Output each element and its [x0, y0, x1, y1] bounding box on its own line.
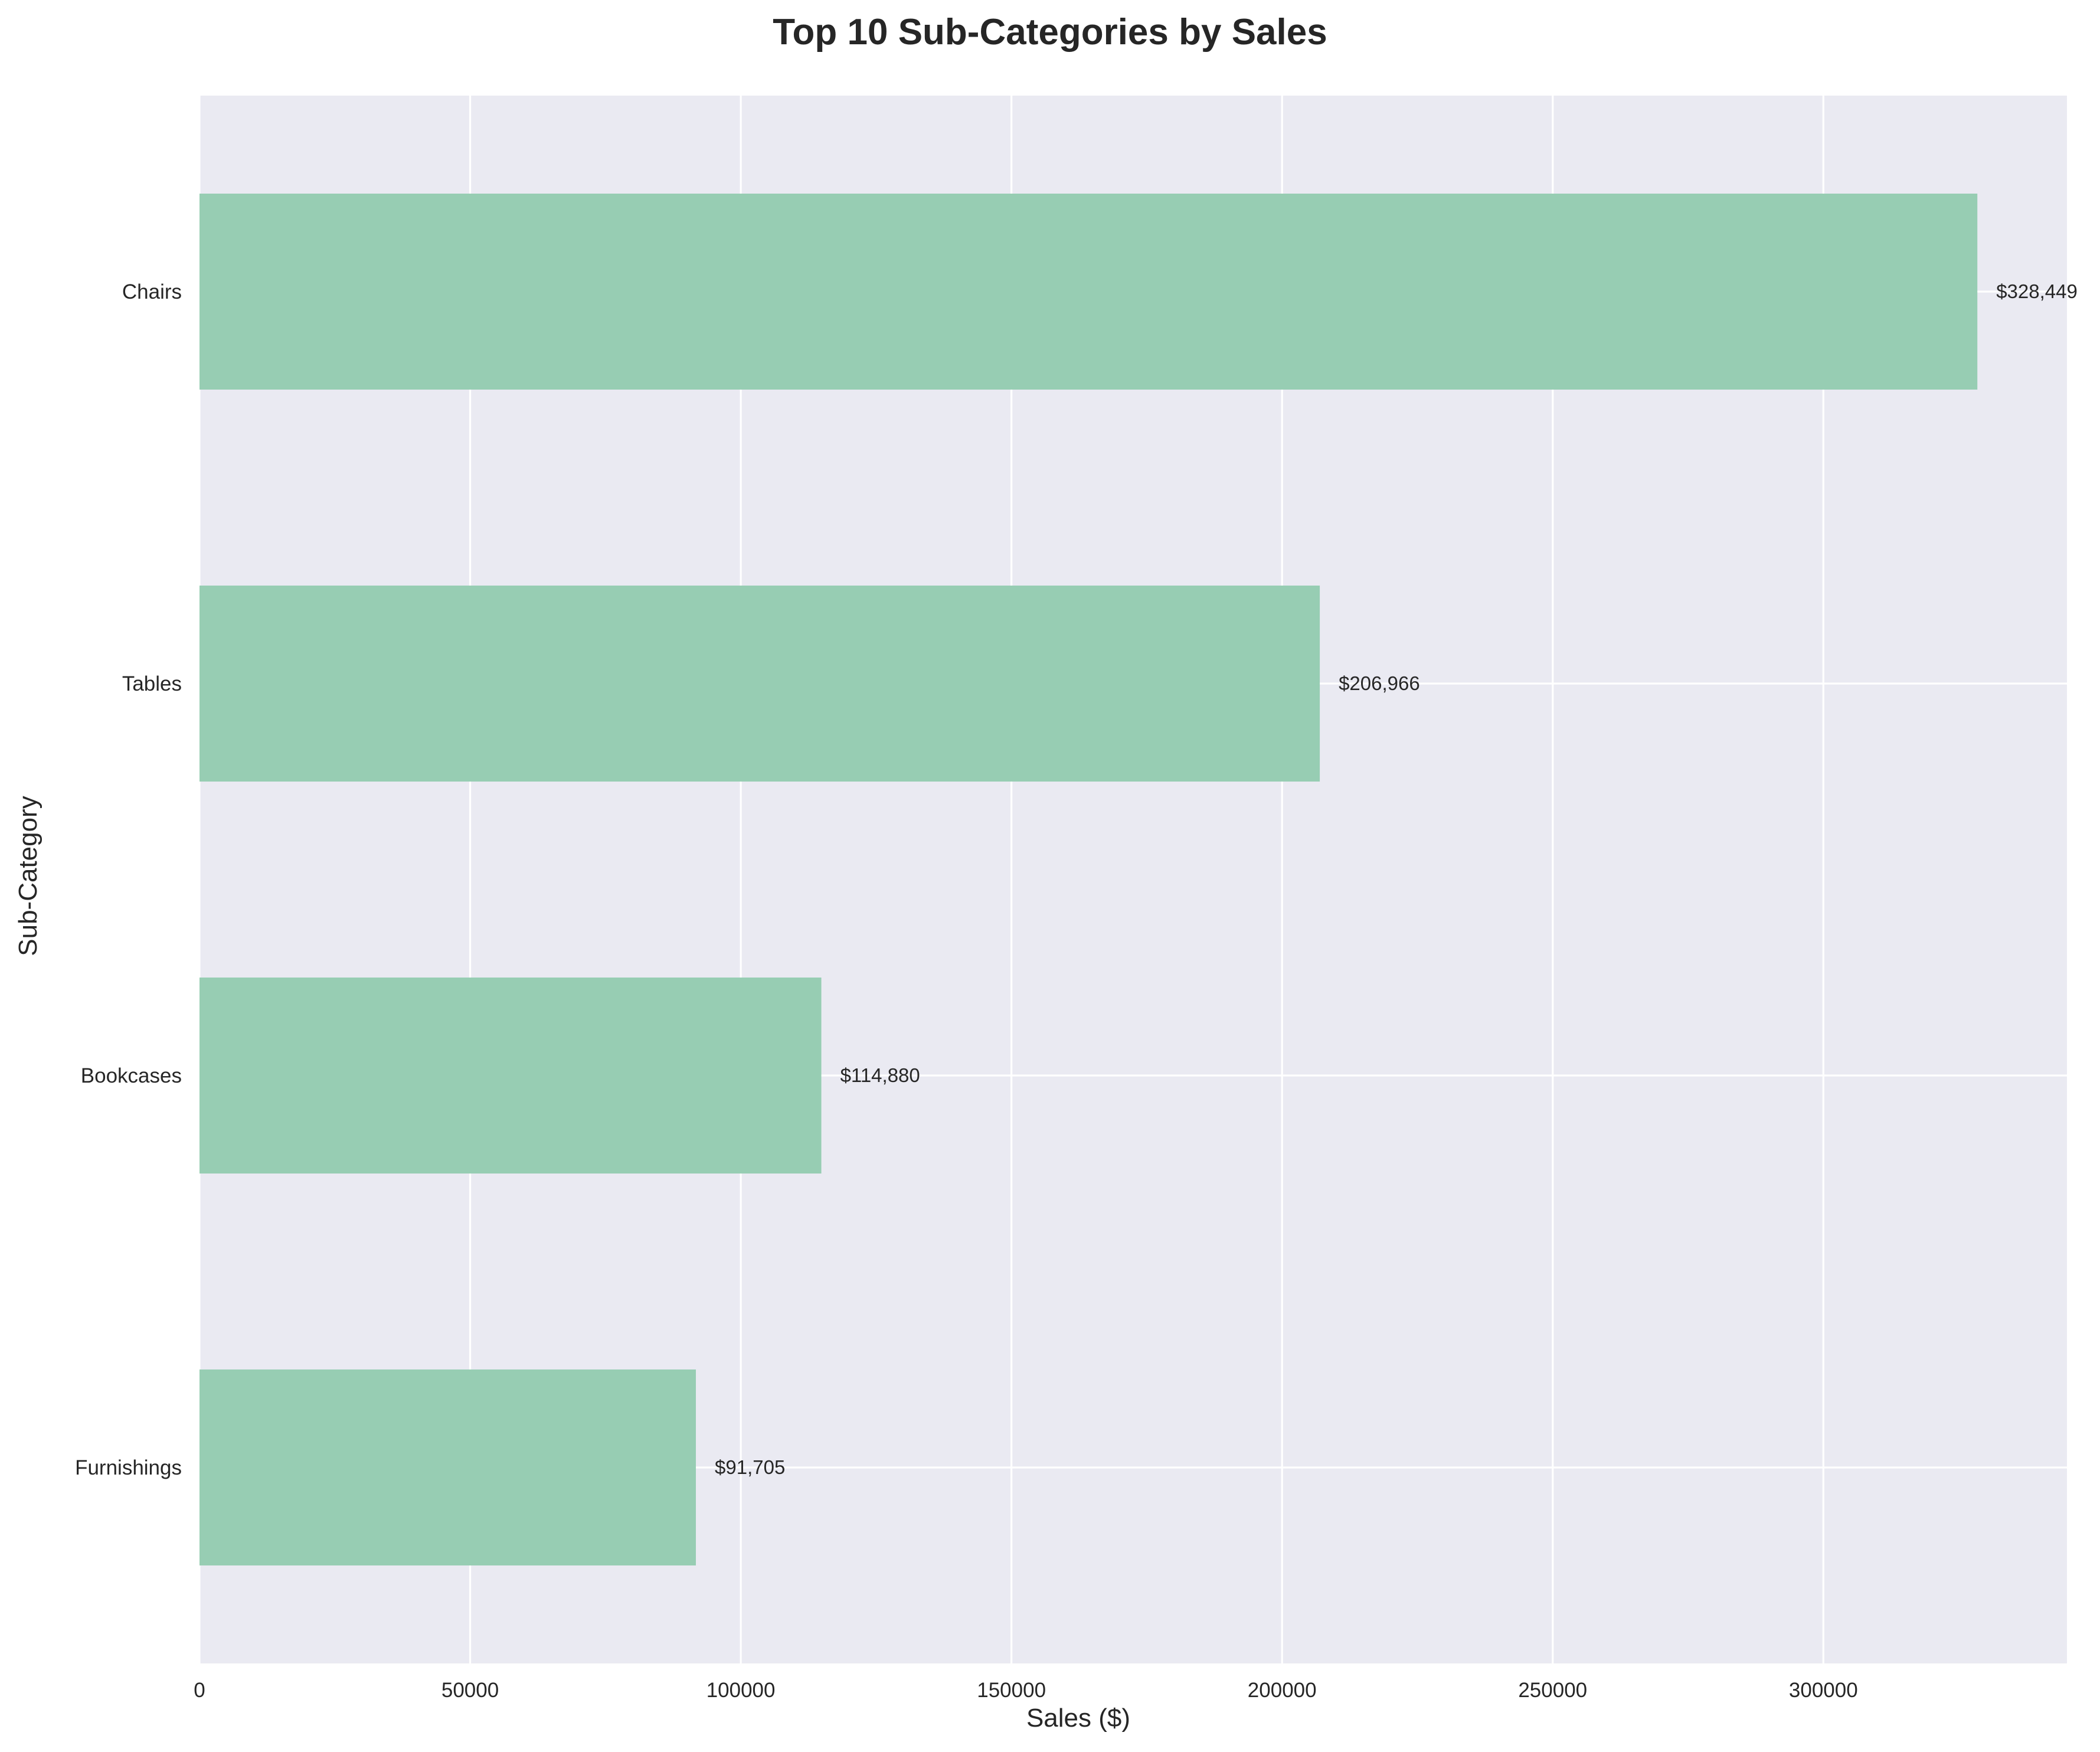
value-label-bookcases: $114,880	[840, 1064, 920, 1086]
x-axis-label: Sales ($)	[1026, 1704, 1130, 1733]
x-tick-label: 200000	[1248, 1679, 1317, 1702]
x-tick-label: 250000	[1518, 1679, 1587, 1702]
bars	[199, 194, 1978, 1565]
y-tick-label: Bookcases	[81, 1064, 182, 1087]
data-labels: $328,449 $206,966 $114,880 $91,705	[715, 280, 2078, 1478]
tick-labels: 0 50000 100000 150000 200000 250000 300000 Chai…	[75, 280, 1858, 1702]
y-tick-label: Furnishings	[75, 1456, 182, 1479]
bar-bookcases	[199, 978, 822, 1174]
y-axis-label: Sub-Category	[14, 796, 42, 956]
value-label-furnishings: $91,705	[715, 1456, 785, 1478]
value-label-chairs: $328,449	[1996, 280, 2078, 302]
x-tick-label: 100000	[706, 1679, 776, 1702]
y-tick-label: Tables	[122, 672, 182, 695]
value-label-tables: $206,966	[1339, 672, 1420, 694]
x-tick-label: 300000	[1789, 1679, 1858, 1702]
x-tick-label: 0	[194, 1679, 205, 1702]
x-tick-label: 50000	[441, 1679, 499, 1702]
chart-title: Top 10 Sub-Categories by Sales	[773, 12, 1327, 53]
bar-tables	[199, 586, 1320, 782]
y-tick-label: Chairs	[122, 280, 182, 303]
bar-furnishings	[199, 1369, 696, 1565]
x-tick-label: 150000	[977, 1679, 1046, 1702]
bar-chairs	[199, 194, 1978, 390]
